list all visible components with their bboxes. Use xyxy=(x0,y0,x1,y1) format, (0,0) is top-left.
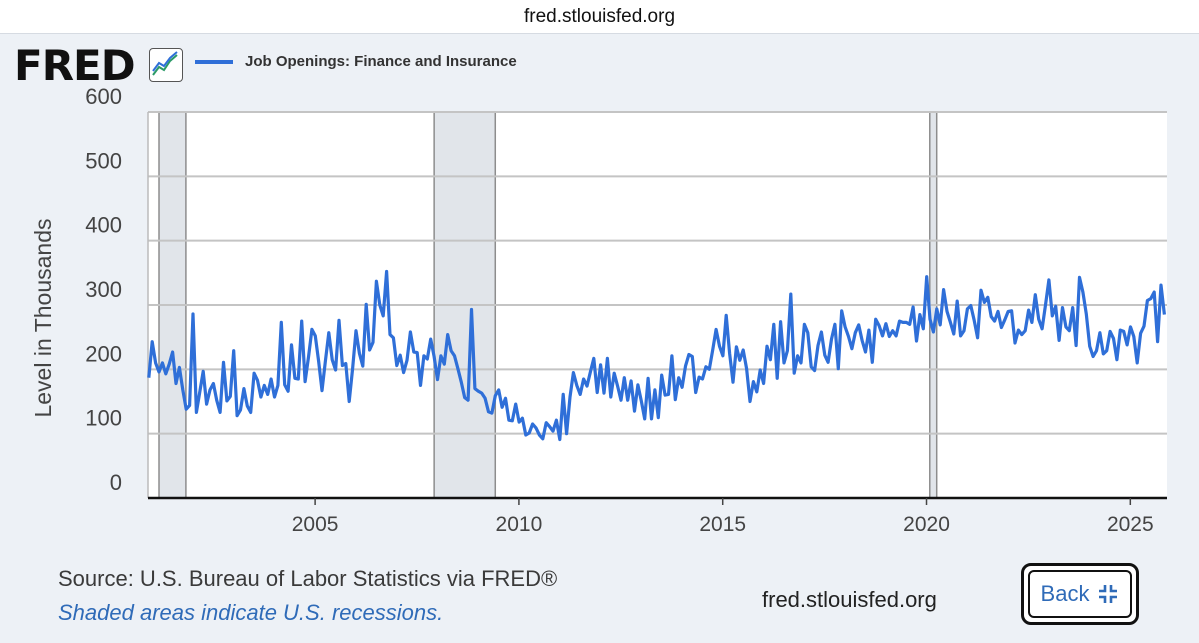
url-text: fred.stlouisfed.org xyxy=(523,5,676,27)
x-axis-ticks: 2005 2010 2015 2020 2025 xyxy=(292,498,1154,536)
y-axis-ticks: 0 100 200 300 400 500 600 xyxy=(85,84,122,495)
y-tick-label: 600 xyxy=(85,84,122,109)
chart-legend: Job Openings: Finance and Insurance xyxy=(195,53,517,70)
legend-swatch xyxy=(195,59,233,64)
chart-grid xyxy=(147,111,1167,500)
back-button-inner[interactable]: Back xyxy=(1028,570,1132,618)
x-tick-label: 2015 xyxy=(699,513,746,536)
x-tick-label: 2010 xyxy=(496,513,543,536)
x-tick-label: 2020 xyxy=(903,513,950,536)
x-tick-label: 2005 xyxy=(292,513,339,536)
y-tick-label: 400 xyxy=(85,213,122,238)
series-line xyxy=(147,269,1166,442)
y-tick-label: 100 xyxy=(85,406,122,431)
y-axis-label: Level in Thousands xyxy=(30,218,56,417)
fred-logo[interactable]: FRED xyxy=(14,41,136,90)
y-tick-label: 500 xyxy=(85,148,122,173)
y-tick-label: 0 xyxy=(110,470,122,495)
recession-note: Shaded areas indicate U.S. recessions. xyxy=(58,600,444,625)
back-label: Back xyxy=(1040,581,1090,606)
x-tick-label: 2025 xyxy=(1107,513,1154,536)
y-tick-label: 200 xyxy=(85,341,122,366)
y-tick-label: 300 xyxy=(85,277,122,302)
collapse-icon xyxy=(1097,583,1119,605)
source-text: Source: U.S. Bureau of Labor Statistics … xyxy=(58,566,558,591)
url-bar[interactable]: fred.stlouisfed.org xyxy=(0,0,1199,34)
footer-site[interactable]: fred.stlouisfed.org xyxy=(762,587,937,612)
legend-label: Job Openings: Finance and Insurance xyxy=(245,53,517,70)
back-button[interactable]: Back xyxy=(1021,563,1139,625)
line-chart-icon xyxy=(149,48,183,82)
line-chart: 0 100 200 300 400 500 600 2005 2010 2015 2020 2025… xyxy=(30,84,1167,536)
